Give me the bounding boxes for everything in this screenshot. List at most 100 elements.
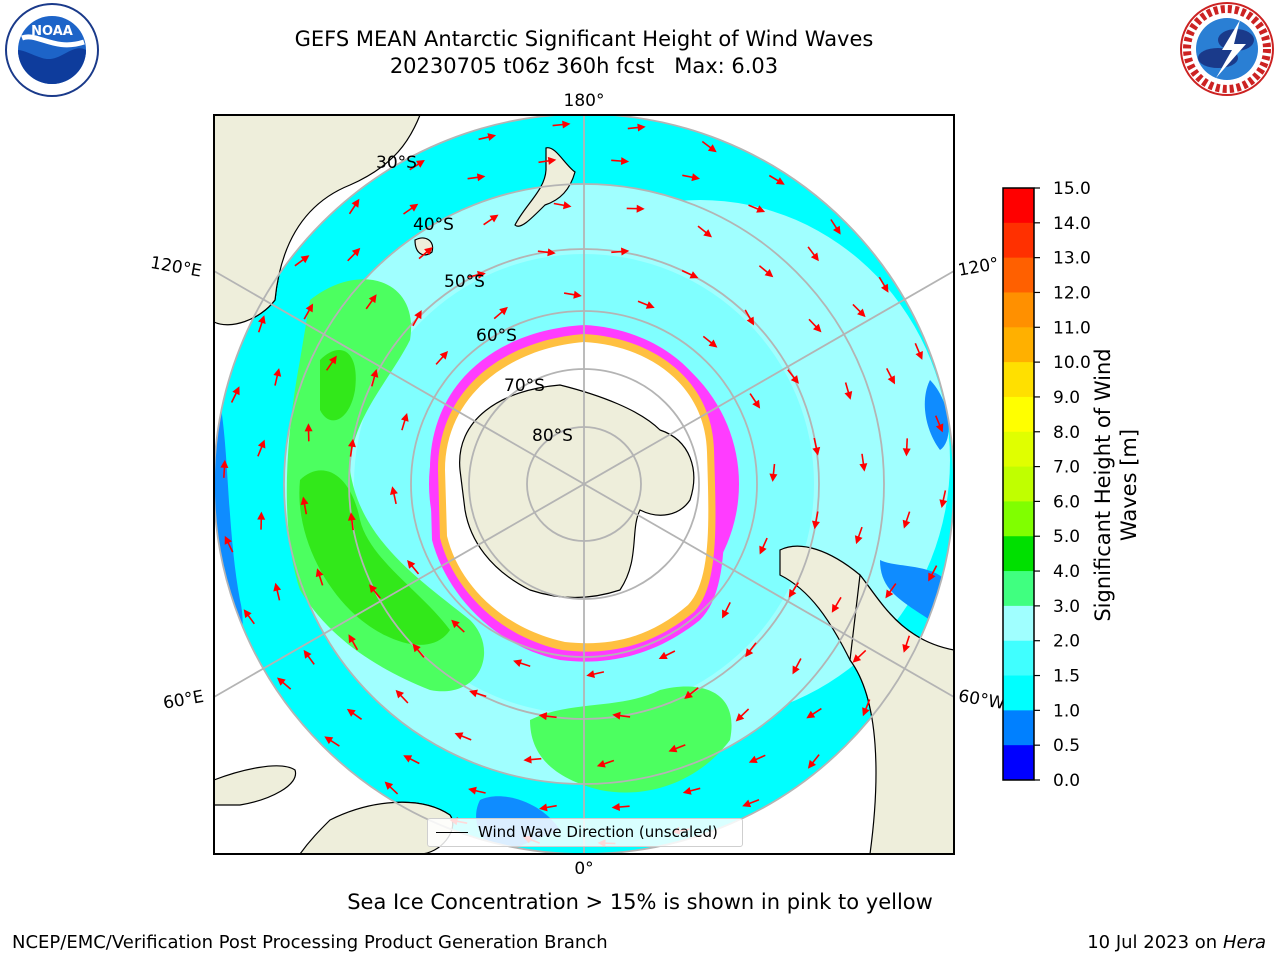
- wave-arrow-head: [407, 560, 416, 569]
- wave-arrow-head: [348, 438, 356, 448]
- colorbar-block: [1003, 710, 1034, 746]
- wave-arrow-head: [586, 670, 595, 678]
- colorbar-tick-label: 11.0: [1053, 318, 1091, 338]
- wave-arrow-head: [764, 269, 774, 278]
- wave-arrow-head: [305, 303, 314, 313]
- wave-arrow-head: [748, 755, 758, 763]
- wave-arrow-head: [915, 351, 923, 360]
- colorbar-tick-label: 6.0: [1053, 492, 1080, 512]
- colorbar-block: [1003, 571, 1034, 607]
- wave-arrow-head: [538, 712, 548, 721]
- wave-arrow-head: [707, 144, 717, 153]
- wave-arrow-head: [303, 649, 312, 659]
- wave-arrow-head: [759, 545, 767, 555]
- wave-arrow-head: [468, 786, 477, 795]
- wave-arrow-head: [745, 648, 754, 658]
- wave-arrow-head: [684, 690, 693, 699]
- wave-arrow-head: [902, 519, 911, 529]
- colorbar-tick-label: 2.0: [1053, 632, 1080, 652]
- wave-arrow-head: [477, 270, 486, 279]
- wave-arrow-head: [539, 803, 548, 812]
- map-legend: Wind Wave Direction (unscaled): [427, 818, 743, 847]
- lon-label-180: 180°: [564, 91, 605, 111]
- wave-arrow-head: [454, 732, 464, 740]
- colorbar-tick-label: 5.0: [1053, 527, 1080, 547]
- colorbar-tick-label: 13.0: [1053, 249, 1091, 269]
- chart-subtitle: 20230705 t06z 360h fcst Max: 6.03: [389, 54, 779, 78]
- colorbar-tick-label: 15.0: [1053, 179, 1091, 199]
- wave-arrow-head: [742, 799, 752, 808]
- wave-arrow-head: [831, 603, 840, 613]
- wave-arrow-head: [852, 654, 862, 663]
- wave-arrow-head: [854, 535, 863, 545]
- wave-arrow-head: [476, 173, 486, 182]
- wave-arrow-head: [469, 689, 478, 698]
- wave-arrow-head: [348, 634, 356, 644]
- wave-arrow-head: [658, 651, 668, 659]
- wave-arrow-head: [562, 120, 571, 129]
- colorbar-block: [1003, 362, 1034, 398]
- wave-arrow-head: [489, 214, 499, 223]
- legend-line: [436, 832, 468, 833]
- colorbar-block: [1003, 222, 1034, 259]
- wave-arrow-head: [769, 473, 778, 482]
- wave-arrow-head: [806, 710, 816, 719]
- lat-label-80s: 80°S: [532, 426, 573, 446]
- wave-arrow-head: [902, 644, 910, 653]
- colorbar-block: [1003, 675, 1034, 711]
- wave-arrow-head: [224, 535, 232, 545]
- wave-arrow-head: [862, 707, 870, 717]
- wave-arrow-head: [636, 204, 645, 213]
- footer-machine: Hera: [1222, 932, 1266, 953]
- wave-arrow-head: [682, 787, 692, 795]
- lat-label-70s: 70°S: [504, 376, 545, 396]
- colorbar-block: [1003, 605, 1034, 642]
- wave-arrow-head: [300, 255, 310, 264]
- wave-arrow-head: [351, 247, 361, 257]
- wave-arrow-head: [775, 177, 785, 185]
- graticule: [214, 115, 954, 854]
- wave-arrow-head: [812, 520, 820, 530]
- colorbar-tick-label: 14.0: [1053, 214, 1091, 234]
- wave-arrow-head: [351, 198, 360, 208]
- wave-arrow-head: [395, 689, 404, 699]
- wave-arrow-head: [573, 290, 582, 299]
- wave-arrow-head: [513, 659, 522, 667]
- wave-arrow-head: [703, 229, 712, 238]
- wave-arrow-head: [409, 203, 419, 212]
- wave-arrow-head: [258, 315, 266, 324]
- colorbar-block: [1003, 396, 1034, 433]
- wave-arrow-head: [315, 568, 324, 578]
- wave-arrow-head: [232, 386, 240, 396]
- wave-arrow-head: [881, 283, 889, 293]
- wave-arrow-head: [487, 133, 497, 141]
- wave-arrow-head: [451, 619, 460, 629]
- wave-arrow-head: [752, 399, 761, 409]
- wave-arrow-head: [257, 439, 266, 449]
- wave-arrow-head: [812, 446, 821, 456]
- wave-arrow-head: [304, 423, 313, 432]
- wave-arrow-head: [412, 643, 421, 653]
- footer-date-text: 10 Jul 2023 on: [1087, 932, 1223, 953]
- wave-arrow-head: [620, 157, 630, 165]
- footer-organization: NCEP/EMC/Verification Post Processing Pr…: [12, 932, 608, 953]
- lat-label-60s: 60°S: [476, 326, 517, 346]
- map-frame: [213, 114, 955, 855]
- wave-arrow-head: [300, 496, 309, 506]
- wave-arrow-head: [637, 123, 646, 132]
- wave-arrow-head: [243, 609, 252, 619]
- wave-arrow-head: [735, 713, 745, 722]
- wave-arrow-head: [424, 247, 433, 256]
- wave-arrow-head: [329, 355, 337, 365]
- wave-arrow-head: [401, 413, 409, 422]
- wave-arrow-head: [902, 448, 911, 457]
- wave-arrow-head: [368, 294, 377, 304]
- colorbar-block: [1003, 536, 1034, 572]
- wave-arrow-head: [746, 316, 755, 326]
- wave-arrow-head: [939, 499, 948, 508]
- wave-arrow-head: [369, 584, 378, 593]
- wave-arrow-head: [390, 486, 398, 495]
- nws-logo: [1180, 2, 1274, 96]
- wave-arrow-head: [857, 308, 866, 318]
